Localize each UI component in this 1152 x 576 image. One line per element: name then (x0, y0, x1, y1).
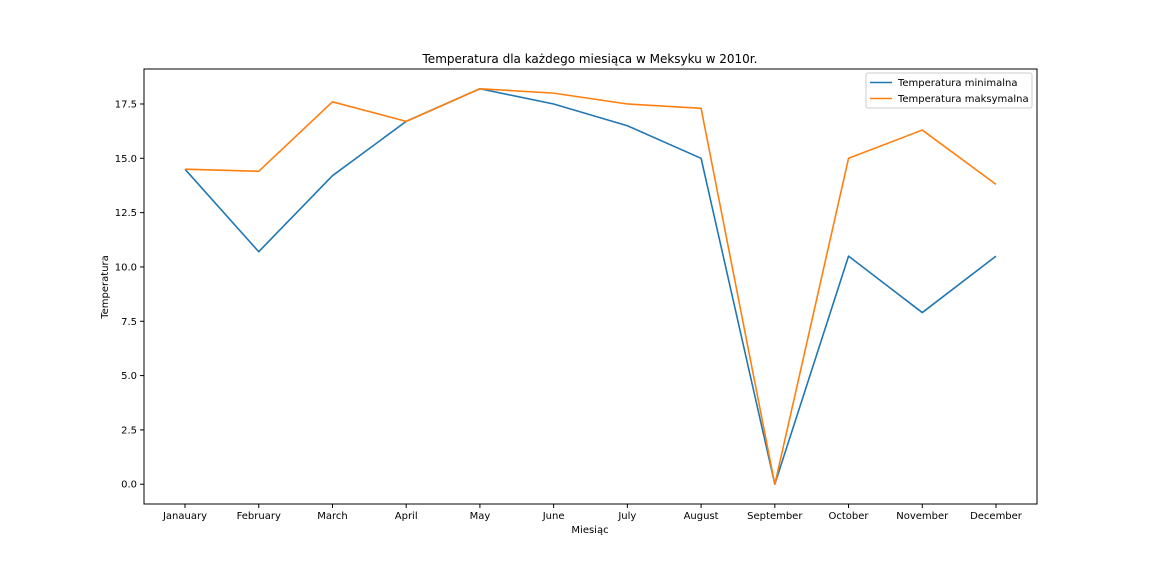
y-tick-label: 7.5 (121, 317, 137, 328)
x-tick-label: November (896, 511, 949, 522)
x-tick-label: December (970, 511, 1023, 522)
series-line-1 (184, 87, 997, 486)
y-tick-label: 2.5 (121, 425, 137, 436)
chart-title: Temperatura dla każdego miesiąca w Meksy… (422, 52, 758, 66)
legend: Temperatura minimalna Temperatura maksyma… (865, 72, 1033, 109)
x-tick-label: July (617, 511, 636, 522)
x-tick-label: August (684, 511, 719, 522)
x-tick-label: Janauary (162, 511, 207, 522)
series-layer (184, 87, 997, 486)
y-axis-label: Temperatura (100, 255, 111, 320)
x-tick-label: March (317, 511, 347, 522)
y-tick-label: 0.0 (121, 480, 137, 491)
x-tick-label: May (470, 511, 491, 522)
x-axis-label: Miesiąc (571, 525, 608, 536)
plot-area (144, 69, 1037, 504)
legend-label-1: Temperatura maksymalna (897, 94, 1029, 105)
y-tick-label: 12.5 (115, 208, 137, 219)
x-tick-label: September (747, 511, 803, 522)
x-tick-label: October (829, 511, 870, 522)
y-axis: 0.0 2.5 5.0 7.5 10.0 12.5 15.0 17.5 (115, 99, 144, 491)
x-axis: Janauary February March April May June July Aug… (162, 504, 1023, 522)
legend-label-0: Temperatura minimalna (897, 78, 1017, 89)
plot-frame (143, 68, 1038, 505)
series-line-0 (184, 87, 997, 486)
y-tick-label: 10.0 (115, 262, 137, 273)
legend-box (865, 72, 1033, 109)
y-tick-label: 15.0 (115, 154, 137, 165)
y-tick-label: 5.0 (121, 371, 137, 382)
x-tick-label: April (395, 511, 418, 522)
y-tick-label: 17.5 (115, 99, 137, 110)
x-tick-label: June (542, 511, 565, 522)
x-tick-label: February (237, 511, 281, 522)
